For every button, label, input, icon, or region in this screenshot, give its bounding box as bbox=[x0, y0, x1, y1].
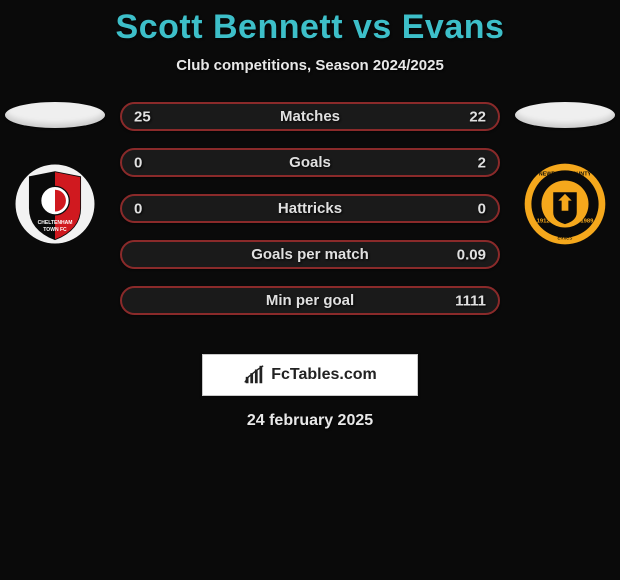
stat-value-right: 1111 bbox=[455, 292, 486, 309]
stats-list: 25 Matches 22 0 Goals 2 0 Hattricks 0 Goals per m… bbox=[120, 102, 500, 315]
stat-value-left: 0 bbox=[134, 154, 142, 171]
svg-text:CHELTENHAM: CHELTENHAM bbox=[38, 220, 73, 226]
stat-value-right: 22 bbox=[469, 108, 486, 125]
right-player-placeholder bbox=[515, 102, 615, 128]
left-player-placeholder bbox=[5, 102, 105, 128]
stat-row: Min per goal 1111 bbox=[120, 286, 500, 315]
stat-label: Goals bbox=[289, 154, 331, 171]
chart-icon bbox=[243, 364, 265, 386]
svg-text:TOWN FC: TOWN FC bbox=[43, 227, 67, 233]
page-subtitle: Club competitions, Season 2024/2025 bbox=[0, 57, 620, 74]
comparison-area: CHELTENHAM TOWN FC NEWPORT COUNTY 1912 1… bbox=[0, 102, 620, 332]
year-right: 1989 bbox=[580, 218, 594, 224]
date-label: 24 february 2025 bbox=[0, 412, 620, 430]
header: Scott Bennett vs Evans Club competitions… bbox=[0, 0, 620, 74]
newport-logo-icon: NEWPORT COUNTY 1912 1989 exiles bbox=[523, 162, 607, 246]
stat-value-left: 25 bbox=[134, 108, 151, 125]
stat-value-right: 0.09 bbox=[457, 246, 486, 263]
stat-label: Goals per match bbox=[251, 246, 369, 263]
club-sub: exiles bbox=[558, 235, 573, 241]
brand-box[interactable]: FcTables.com bbox=[202, 354, 418, 396]
right-club-logo: NEWPORT COUNTY 1912 1989 exiles bbox=[523, 162, 607, 246]
stat-row: 0 Hattricks 0 bbox=[120, 194, 500, 223]
svg-text:NEWPORT COUNTY: NEWPORT COUNTY bbox=[539, 171, 592, 177]
stat-value-right: 0 bbox=[478, 200, 486, 217]
stat-label: Hattricks bbox=[278, 200, 342, 217]
stat-row: 0 Goals 2 bbox=[120, 148, 500, 177]
right-player-column: NEWPORT COUNTY 1912 1989 exiles bbox=[510, 102, 620, 246]
brand-label: FcTables.com bbox=[271, 366, 377, 384]
left-club-logo: CHELTENHAM TOWN FC bbox=[13, 162, 97, 246]
stat-row: Goals per match 0.09 bbox=[120, 240, 500, 269]
year-left: 1912 bbox=[537, 218, 551, 224]
stat-label: Min per goal bbox=[266, 292, 354, 309]
stat-value-right: 2 bbox=[478, 154, 486, 171]
left-player-column: CHELTENHAM TOWN FC bbox=[0, 102, 110, 246]
stat-value-left: 0 bbox=[134, 200, 142, 217]
page-title: Scott Bennett vs Evans bbox=[0, 8, 620, 47]
stat-label: Matches bbox=[280, 108, 340, 125]
cheltenham-logo-icon: CHELTENHAM TOWN FC bbox=[13, 162, 97, 246]
stat-row: 25 Matches 22 bbox=[120, 102, 500, 131]
